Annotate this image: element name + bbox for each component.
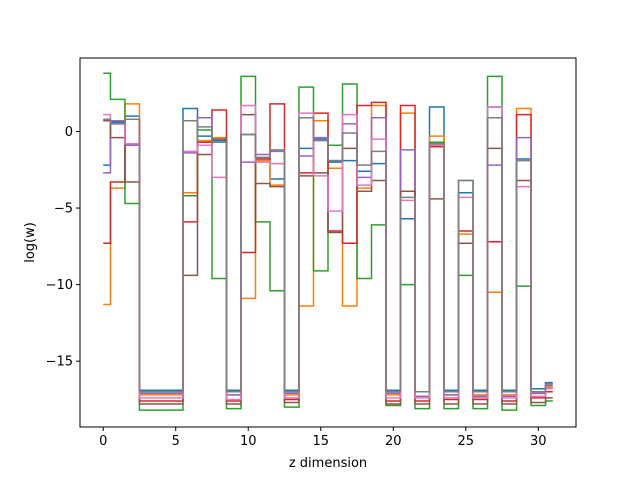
x-tick-label: 5 — [172, 434, 180, 449]
series-layer — [103, 72, 553, 411]
series-line-5 — [103, 113, 553, 405]
y-tick-label: −15 — [46, 355, 73, 370]
x-tick-label: 25 — [458, 434, 475, 449]
x-tick-label: 0 — [99, 434, 107, 449]
x-tick-label: 20 — [385, 434, 402, 449]
y-axis-ticks: 0 −5 −10 −15 — [46, 125, 80, 370]
y-tick-label: −10 — [46, 278, 73, 293]
plot-frame — [79, 57, 577, 428]
y-tick-label: 0 — [65, 125, 73, 140]
series-line-3 — [103, 101, 553, 402]
x-axis-label: z dimension — [289, 456, 367, 471]
series-line-6 — [103, 104, 553, 401]
y-axis-label: log(w) — [23, 222, 38, 263]
x-axis-ticks: 0 5 10 15 20 25 30 — [99, 427, 547, 449]
series-line-0 — [103, 106, 553, 393]
x-tick-label: 10 — [240, 434, 257, 449]
series-line-1 — [103, 103, 553, 398]
series-line-7 — [103, 116, 553, 393]
x-tick-label: 30 — [530, 434, 547, 449]
x-tick-label: 15 — [312, 434, 329, 449]
series-line-2 — [103, 72, 553, 411]
y-tick-label: −5 — [54, 202, 73, 217]
